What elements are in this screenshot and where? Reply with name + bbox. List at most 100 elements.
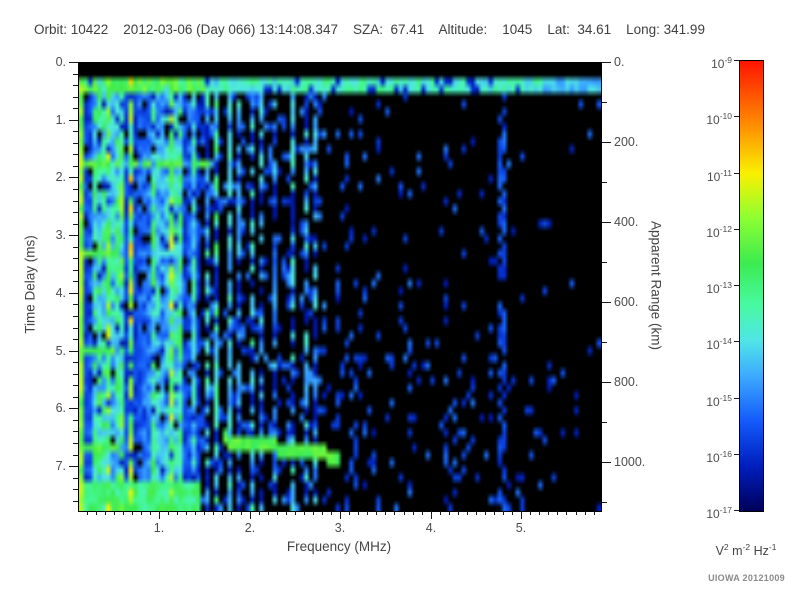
y-major-tick	[69, 408, 78, 409]
x-minor-tick	[105, 511, 106, 515]
colorbar-major-tick	[734, 229, 739, 230]
y-minor-tick	[73, 154, 78, 155]
x-minor-tick	[96, 511, 97, 515]
colorbar-tick-label: 10-17	[706, 505, 732, 521]
colorbar-major-tick	[734, 398, 739, 399]
colorbar-major-tick	[734, 60, 739, 61]
y-minor-tick	[73, 224, 78, 225]
x-minor-tick	[177, 511, 178, 515]
y-major-tick	[69, 466, 78, 467]
y-tick-label: 4.	[55, 286, 66, 300]
y-minor-tick	[73, 270, 78, 271]
credit-text: UIOWA 20121009	[708, 573, 785, 583]
y2-tick-label: 200.	[614, 135, 639, 149]
y-minor-tick	[73, 501, 78, 502]
y-tick-label: 2.	[55, 170, 66, 184]
x-major-tick	[250, 511, 251, 519]
y-minor-tick	[73, 201, 78, 202]
x-minor-tick	[322, 511, 323, 515]
colorbar-major-tick	[734, 173, 739, 174]
x-minor-tick	[440, 511, 441, 515]
x-minor-tick	[331, 511, 332, 515]
x-minor-tick	[594, 511, 595, 515]
y-tick-label: 7.	[55, 459, 66, 473]
y-minor-tick	[73, 385, 78, 386]
x-minor-tick	[548, 511, 549, 515]
observation-header: Orbit: 10422 2012-03-06 (Day 066) 13:14:…	[34, 22, 705, 37]
y-major-tick	[69, 120, 78, 121]
y2-tick-label: 800.	[614, 375, 639, 389]
y-minor-tick	[73, 212, 78, 213]
y2-tick-label: 0.	[614, 55, 625, 69]
y2-tick-label: 600.	[614, 295, 639, 309]
x-minor-tick	[494, 511, 495, 515]
x-minor-tick	[566, 511, 567, 515]
colorbar-tick-label: 10-15	[706, 393, 732, 409]
colorbar-major-tick	[734, 454, 739, 455]
y-minor-tick	[73, 339, 78, 340]
y-major-tick	[69, 235, 78, 236]
y-minor-tick	[73, 478, 78, 479]
x-minor-tick	[485, 511, 486, 515]
y-major-tick	[69, 177, 78, 178]
colorbar-tick-label: 10-16	[706, 449, 732, 465]
x-minor-tick	[467, 511, 468, 515]
y-axis-title: Time Delay (ms)	[22, 235, 38, 334]
x-minor-tick	[576, 511, 577, 515]
x-minor-tick	[213, 511, 214, 515]
x-minor-tick	[195, 511, 196, 515]
y-tick-label: 6.	[55, 401, 66, 415]
x-major-tick	[431, 511, 432, 519]
x-minor-tick	[476, 511, 477, 515]
right-axis-title: Apparent Range (km)	[648, 220, 664, 351]
y2-minor-tick	[602, 422, 607, 423]
x-tick-label: 4.	[425, 521, 437, 535]
x-minor-tick	[241, 511, 242, 515]
y2-tick-label: 1000.	[614, 455, 646, 469]
y-minor-tick	[73, 362, 78, 363]
x-minor-tick	[313, 511, 314, 515]
y-tick-label: 3.	[55, 228, 66, 242]
x-minor-tick	[539, 511, 540, 515]
x-minor-tick	[530, 511, 531, 515]
y2-major-tick	[602, 222, 611, 223]
x-minor-tick	[114, 511, 115, 515]
x-tick-label: 3.	[334, 521, 346, 535]
x-minor-tick	[385, 511, 386, 515]
x-minor-tick	[394, 511, 395, 515]
y-minor-tick	[73, 304, 78, 305]
y2-major-tick	[602, 382, 611, 383]
y2-tick-label: 400.	[614, 215, 639, 229]
x-minor-tick	[286, 511, 287, 515]
x-minor-tick	[503, 511, 504, 515]
y2-major-tick	[602, 302, 611, 303]
y-minor-tick	[73, 247, 78, 248]
y-minor-tick	[73, 374, 78, 375]
y2-major-tick	[602, 462, 611, 463]
y-minor-tick	[73, 281, 78, 282]
y2-major-tick	[602, 62, 611, 63]
x-minor-tick	[413, 511, 414, 515]
y-minor-tick	[73, 131, 78, 132]
x-minor-tick	[422, 511, 423, 515]
y-minor-tick	[73, 443, 78, 444]
y2-minor-tick	[602, 102, 607, 103]
colorbar-major-tick	[734, 285, 739, 286]
colorbar-unit-label: V2 m-2 Hz-1	[715, 542, 777, 559]
y2-major-tick	[602, 142, 611, 143]
x-minor-tick	[449, 511, 450, 515]
x-minor-tick	[204, 511, 205, 515]
colorbar-major-tick	[734, 116, 739, 117]
x-minor-tick	[268, 511, 269, 515]
x-minor-tick	[259, 511, 260, 515]
colorbar-tick-label: 10-12	[706, 224, 732, 240]
y-major-tick	[69, 62, 78, 63]
x-minor-tick	[123, 511, 124, 515]
y-minor-tick	[73, 420, 78, 421]
y-minor-tick	[73, 74, 78, 75]
y2-minor-tick	[602, 502, 607, 503]
colorbar-major-tick	[734, 341, 739, 342]
x-minor-tick	[132, 511, 133, 515]
y-minor-tick	[73, 258, 78, 259]
colorbar-tick-label: 10-14	[706, 336, 732, 352]
